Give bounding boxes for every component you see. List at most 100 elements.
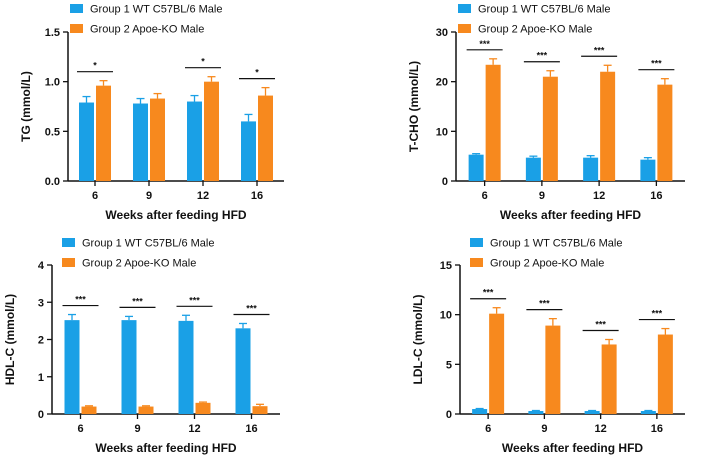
x-tick-label: 16 [245,423,257,435]
x-tick-label: 9 [539,190,545,202]
x-tick-label: 16 [251,190,263,202]
bar-group1-week-12 [584,411,600,414]
bar-group1-week-6 [468,154,484,181]
bar-group2-week-6 [81,406,97,414]
chart-panel-2: Group 1 WT C57BL/6 Male Group 2 Apoe-KO M… [407,4,685,222]
bar-group1-week-12 [178,320,194,414]
x-axis-label: Weeks after feeding HFD [105,208,246,222]
significance-label: *** [132,296,143,306]
bar-group2-week-12 [195,402,211,414]
x-tick-label: 12 [188,423,200,435]
y-tick-label: 1 [38,372,44,384]
x-tick-label: 9 [134,423,140,435]
significance-label: *** [652,309,663,319]
bar-group2-week-9 [545,325,561,414]
x-tick-label: 12 [197,190,209,202]
y-tick-label: 20 [436,77,448,89]
bar-group1-week-16 [640,159,656,181]
chart-panel-3: Group 1 WT C57BL/6 Male Group 2 Apoe-KO M… [3,238,280,455]
legend-label-2: Group 2 Apoe-KO Male [478,24,592,36]
significance-label: *** [246,303,257,313]
legend-swatch-2 [470,258,483,267]
bar-group1-week-9 [121,320,137,414]
bar-group1-week-12 [583,157,599,181]
legend-swatch-2 [62,258,75,267]
significance-label: *** [189,295,200,305]
bar-group2-week-9 [150,98,165,181]
x-axis-label: Weeks after feeding HFD [500,208,641,222]
significance-label: *** [483,288,494,298]
x-tick-label: 6 [92,190,98,202]
y-tick-label: 0.0 [45,176,60,188]
chart-panel-1: Group 1 WT C57BL/6 Male Group 2 Apoe-KO M… [19,4,284,222]
legend-label-1: Group 1 WT C57BL/6 Male [478,4,610,16]
y-axis-label: LDL-C (mmol/L) [411,295,425,385]
bar-group1-week-12 [187,101,202,181]
x-tick-label: 12 [593,190,605,202]
bar-group2-week-16 [252,406,268,414]
x-tick-label: 16 [650,190,662,202]
legend-swatch-1 [458,4,471,13]
bar-group1-week-9 [133,103,148,181]
x-tick-label: 6 [482,190,488,202]
significance-label: *** [594,45,605,55]
x-tick-label: 9 [146,190,152,202]
significance-label: *** [595,320,606,330]
bar-group2-week-6 [485,64,501,181]
significance-label: * [255,68,259,78]
bar-group1-week-6 [64,320,80,414]
y-tick-label: 5 [446,359,452,371]
bar-group1-week-6 [472,409,488,414]
y-tick-label: 1.5 [45,27,60,39]
bar-group2-week-6 [96,85,111,181]
x-tick-label: 6 [485,423,491,435]
significance-label: *** [651,59,662,69]
y-tick-label: 3 [38,297,44,309]
bar-group2-week-9 [138,406,154,414]
legend-swatch-2 [70,24,83,33]
legend-label-1: Group 1 WT C57BL/6 Male [90,4,222,16]
y-tick-label: 15 [440,260,452,272]
legend-label-2: Group 2 Apoe-KO Male [82,258,196,270]
bar-group1-week-6 [79,102,94,181]
legend-label-2: Group 2 Apoe-KO Male [90,24,204,36]
y-tick-label: 0.5 [45,126,60,138]
chart-panel-4: Group 1 WT C57BL/6 Male Group 2 Apoe-KO M… [411,238,685,455]
significance-label: * [201,57,205,67]
significance-label: *** [539,299,550,309]
significance-label: *** [479,39,490,49]
bar-group2-week-9 [542,76,558,181]
y-axis-label: T-CHO (mmol/L) [407,61,421,152]
legend-label-1: Group 1 WT C57BL/6 Male [82,238,214,250]
bar-group1-week-16 [235,328,251,414]
y-tick-label: 0 [38,409,44,421]
legend-swatch-1 [70,4,83,13]
bar-group2-week-16 [258,95,273,181]
x-tick-label: 12 [595,423,607,435]
x-axis-label: Weeks after feeding HFD [95,441,236,455]
y-axis-label: HDL-C (mmol/L) [3,294,17,385]
y-tick-label: 10 [436,126,448,138]
y-tick-label: 30 [436,27,448,39]
significance-label: * [93,61,97,71]
bar-group2-week-12 [601,344,617,414]
bar-group1-week-9 [528,411,544,414]
y-tick-label: 2 [38,335,44,347]
legend-swatch-1 [62,238,75,247]
significance-label: *** [75,295,86,305]
legend-swatch-1 [470,238,483,247]
y-axis-label: TG (mmol/L) [19,71,33,142]
bar-group2-week-12 [204,81,219,181]
bar-group1-week-9 [525,157,541,181]
x-tick-label: 6 [77,423,83,435]
x-axis-label: Weeks after feeding HFD [502,441,643,455]
bar-group1-week-16 [640,411,656,414]
significance-label: *** [537,51,548,61]
legend-label-2: Group 2 Apoe-KO Male [490,258,604,270]
y-tick-label: 0 [442,176,448,188]
y-tick-label: 0 [446,409,452,421]
y-tick-label: 10 [440,310,452,322]
bar-group2-week-12 [600,71,616,181]
y-tick-label: 1.0 [45,77,60,89]
